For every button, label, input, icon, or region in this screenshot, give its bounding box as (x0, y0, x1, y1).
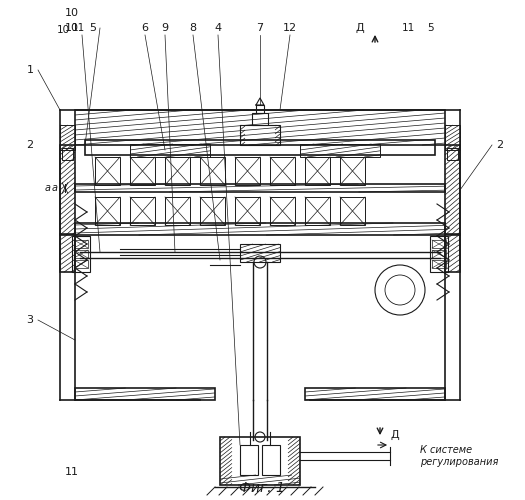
Text: 10: 10 (65, 8, 79, 18)
Text: 6: 6 (142, 23, 149, 33)
Text: Фиг. 1: Фиг. 1 (239, 481, 285, 495)
Text: a: a (52, 183, 58, 193)
Bar (305, 197, 330, 225)
Bar (340, 197, 365, 225)
Text: 10: 10 (57, 25, 69, 35)
Bar (270, 197, 295, 225)
Text: 1: 1 (26, 65, 34, 75)
Bar (60, 145, 75, 235)
Bar (75, 388, 215, 400)
Bar (130, 157, 155, 185)
Bar (432, 260, 446, 268)
Bar (60, 234, 75, 272)
Text: 2: 2 (497, 140, 503, 150)
Text: 3: 3 (26, 315, 34, 325)
Bar (62, 148, 73, 160)
Bar (256, 105, 264, 113)
Bar (240, 445, 258, 475)
Bar (447, 148, 458, 160)
Bar (200, 157, 225, 185)
Bar (74, 260, 88, 268)
Text: регулирования: регулирования (420, 457, 498, 467)
Text: 2: 2 (26, 140, 34, 150)
Text: 11: 11 (402, 23, 415, 33)
Bar (445, 125, 460, 150)
Text: К системе: К системе (420, 445, 472, 455)
Bar (305, 388, 445, 400)
Text: 8: 8 (190, 23, 196, 33)
Bar (235, 157, 260, 185)
Bar (220, 437, 300, 485)
Text: 4: 4 (214, 23, 222, 33)
Bar (75, 223, 445, 235)
Text: 5: 5 (427, 23, 433, 33)
Bar (252, 113, 268, 125)
Text: Д: Д (356, 23, 364, 33)
Text: a: a (45, 183, 51, 193)
Bar (340, 157, 365, 185)
Bar (240, 244, 280, 262)
Text: 11: 11 (65, 467, 79, 477)
Bar (445, 145, 460, 235)
Bar (75, 110, 445, 145)
Bar (130, 197, 155, 225)
Text: 10: 10 (65, 23, 79, 33)
Text: 9: 9 (162, 23, 169, 33)
Bar (95, 197, 120, 225)
Bar (95, 157, 120, 185)
Bar (74, 240, 88, 248)
Bar (270, 157, 295, 185)
Bar (305, 157, 330, 185)
Bar (74, 250, 88, 258)
Text: 7: 7 (256, 23, 264, 33)
Bar (430, 236, 448, 272)
Bar (200, 197, 225, 225)
Bar (445, 234, 460, 272)
Bar (240, 125, 280, 145)
Text: Д: Д (391, 430, 400, 440)
Bar (60, 125, 75, 150)
Bar (130, 144, 210, 157)
Text: 11: 11 (71, 23, 85, 33)
Text: 12: 12 (283, 23, 297, 33)
Bar (432, 240, 446, 248)
Bar (85, 140, 435, 155)
Bar (300, 144, 380, 157)
Bar (432, 250, 446, 258)
Bar (72, 236, 90, 272)
Text: 5: 5 (89, 23, 97, 33)
Bar (165, 157, 190, 185)
Bar (75, 184, 445, 192)
Bar (262, 445, 280, 475)
Bar (165, 197, 190, 225)
Bar (235, 197, 260, 225)
